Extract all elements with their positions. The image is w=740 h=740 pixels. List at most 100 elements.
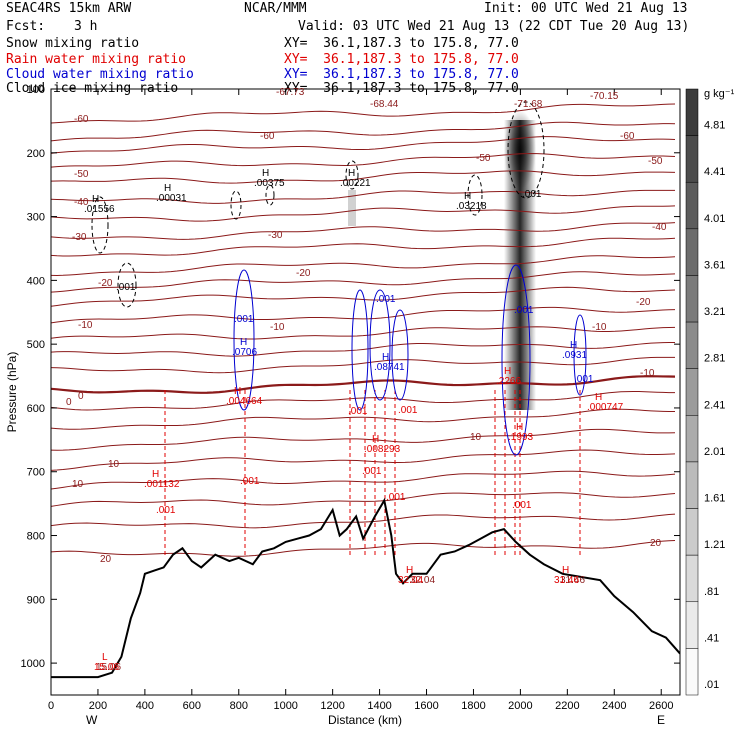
cloud-contour (369, 289, 391, 401)
snow-contour (467, 174, 483, 216)
y-tick-label: 600 (27, 403, 45, 415)
temperature-label: -30 (72, 232, 87, 243)
colorbar-label: 4.81 (704, 120, 725, 132)
contour-value-label: .001 (386, 492, 406, 503)
colorbar-swatch (685, 461, 699, 509)
temperature-contour (51, 255, 676, 276)
extremum-marker: H (406, 565, 413, 576)
plot-frame (50, 88, 681, 696)
temperature-label-aux: -50 (476, 153, 491, 164)
contour-value-label: .001 (348, 406, 368, 417)
valid-label: Valid: 03 UTC Wed 21 Aug 13 (22 CDT Tue … (298, 19, 690, 34)
contour-value-label: .001 (362, 466, 382, 477)
cloud-contour (391, 309, 409, 401)
temperature-label-aux: -60 (260, 131, 275, 142)
extremum-value: 31.46 (554, 575, 579, 586)
temperature-contour (51, 170, 676, 184)
y-tick-label: 1000 (21, 658, 45, 670)
temperature-label: 31.46 (560, 575, 585, 586)
contour-value-label: .001 (522, 189, 542, 200)
temperature-label: -67.73 (276, 87, 305, 98)
extremum-marker: H (348, 168, 355, 179)
extremum-value: 32.04 (398, 575, 423, 586)
extremum-value: .2266 (496, 376, 521, 387)
extremum-value: .08741 (374, 362, 405, 373)
snow-contour (265, 184, 275, 206)
extremum-value: .00031 (156, 193, 187, 204)
temperature-label-aux: -40 (652, 222, 667, 233)
temperature-label: 10 (72, 479, 84, 490)
temperature-contour (51, 136, 676, 154)
colorbar-swatch (685, 554, 699, 603)
extremum-value: 15.06 (94, 662, 119, 673)
temperature-contour (51, 152, 676, 168)
temperature-contour (51, 222, 676, 240)
temperature-label: -70.15 (590, 91, 619, 102)
colorbar-label: 2.41 (704, 399, 725, 411)
extremum-value: .1993 (508, 432, 533, 443)
x-end-east: E (657, 713, 665, 727)
extremum-marker: H (234, 386, 241, 397)
contour-value-label: .001 (398, 405, 418, 416)
colorbar-swatch (685, 275, 699, 323)
init-label: Init: 00 UTC Wed 21 Aug 13 (484, 1, 688, 16)
field-rain: Rain water mixing ratio (6, 52, 187, 67)
temperature-contour (51, 492, 676, 507)
temperature-label-aux: 10 (470, 432, 482, 443)
temperature-label: -40 (74, 197, 89, 208)
temperature-label: -68.44 (370, 99, 399, 110)
x-tick-label: 2400 (602, 700, 626, 712)
colorbar-swatch (685, 415, 699, 463)
temperature-contour (51, 237, 676, 257)
extremum-value: .01556 (84, 204, 115, 215)
extremum-value: .00221 (340, 178, 371, 189)
contour-value-label: .001 (156, 505, 176, 516)
fcst-label: Fcst: (6, 19, 46, 34)
x-tick-label: 600 (183, 700, 201, 712)
model-title: SEAC4RS 15km ARW (6, 1, 132, 16)
y-tick-label: 500 (27, 339, 45, 351)
colorbar-label: 4.41 (704, 166, 725, 178)
extremum-value: .0706 (232, 347, 257, 358)
extremum-marker: H (516, 422, 523, 433)
colorbar-swatch (685, 181, 699, 230)
extremum-marker: H (262, 168, 269, 179)
colorbar-label: 2.01 (704, 446, 725, 458)
colorbar-label: .81 (704, 586, 719, 598)
snow-contour (230, 190, 242, 220)
temperature-contour (51, 189, 676, 204)
x-tick-label: 2600 (649, 700, 673, 712)
cloud-contour (573, 314, 587, 396)
temperature-label-aux: 10 (108, 459, 120, 470)
x-tick-label: 800 (230, 700, 248, 712)
temperature-label: -20 (98, 278, 113, 289)
temperature-contour (51, 408, 676, 430)
colorbar-label: 1.21 (704, 539, 725, 551)
temperature-contour (51, 513, 676, 529)
contour-value-label: .001 (574, 374, 594, 385)
y-tick-label: 800 (27, 531, 45, 543)
x-axis-label: Distance (km) (328, 713, 402, 727)
y-tick-label: 700 (27, 467, 45, 479)
org-label: NCAR/MMM (244, 1, 307, 16)
extremum-value: .03218 (456, 201, 487, 212)
temperature-contour (51, 286, 676, 307)
temperature-label-aux: -10 (640, 368, 655, 379)
colorbar-swatch (685, 88, 699, 136)
x-tick-label: 200 (89, 700, 107, 712)
colorbar-swatch (685, 135, 699, 183)
temperature-label: -50 (74, 169, 89, 180)
extremum-marker: H (504, 366, 511, 377)
contour-value-label: .001 (514, 305, 534, 316)
x-tick-label: 1000 (273, 700, 297, 712)
x-end-west: W (86, 713, 98, 727)
snow-contour (91, 196, 109, 254)
y-tick-label: 900 (27, 594, 45, 606)
temperature-label-aux: -20 (636, 297, 651, 308)
x-tick-label: 1600 (414, 700, 438, 712)
field-snow-xy: XY= 36.1,187.3 to 175.8, 77.0 (284, 36, 519, 51)
temperature-contour (51, 428, 676, 451)
colorbar-swatch (685, 601, 699, 649)
y-tick-label: 100 (27, 84, 45, 96)
